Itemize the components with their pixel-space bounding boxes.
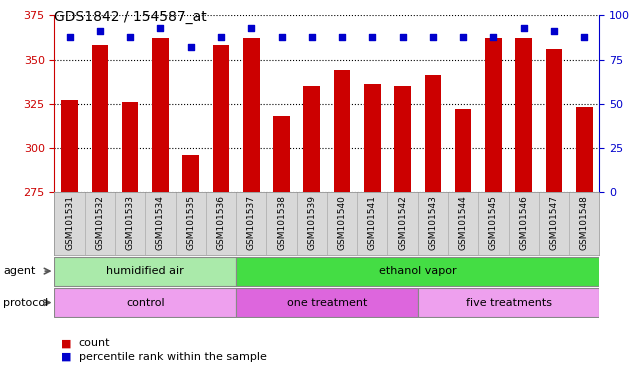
Bar	[54, 257, 236, 286]
Bar	[394, 86, 411, 192]
Point	[579, 33, 589, 40]
Text: ■: ■	[61, 352, 71, 362]
Text: GSM101533: GSM101533	[126, 195, 135, 250]
Text: GSM101537: GSM101537	[247, 195, 256, 250]
Text: humidified air: humidified air	[106, 266, 184, 276]
Text: GSM101542: GSM101542	[398, 195, 407, 250]
Point	[216, 33, 226, 40]
Text: protocol: protocol	[3, 298, 49, 308]
Point	[367, 33, 378, 40]
Text: GSM101536: GSM101536	[217, 195, 226, 250]
Bar	[62, 100, 78, 192]
Text: five treatments: five treatments	[465, 298, 551, 308]
Point	[276, 33, 287, 40]
Text: ■: ■	[61, 338, 71, 348]
Bar	[545, 49, 562, 192]
Point	[125, 33, 135, 40]
Point	[337, 33, 347, 40]
Text: ethanol vapor: ethanol vapor	[379, 266, 456, 276]
Text: percentile rank within the sample: percentile rank within the sample	[79, 352, 267, 362]
Point	[306, 33, 317, 40]
Bar	[424, 75, 441, 192]
Bar	[455, 109, 471, 192]
Bar	[485, 38, 502, 192]
Bar	[243, 38, 260, 192]
Point	[95, 28, 105, 34]
Text: GSM101534: GSM101534	[156, 195, 165, 250]
Text: GDS1842 / 154587_at: GDS1842 / 154587_at	[54, 10, 207, 23]
Point	[186, 44, 196, 50]
Point	[246, 25, 256, 31]
Bar	[213, 45, 229, 192]
Point	[458, 33, 469, 40]
Bar	[92, 45, 108, 192]
Text: GSM101535: GSM101535	[186, 195, 196, 250]
Bar	[418, 288, 599, 317]
Text: agent: agent	[3, 266, 36, 276]
Bar	[334, 70, 351, 192]
Text: GSM101532: GSM101532	[96, 195, 104, 250]
Point	[519, 25, 529, 31]
Text: GSM101538: GSM101538	[277, 195, 286, 250]
Bar	[236, 257, 599, 286]
Point	[397, 33, 408, 40]
Point	[155, 25, 165, 31]
Text: GSM101547: GSM101547	[549, 195, 558, 250]
Text: GSM101544: GSM101544	[458, 195, 468, 250]
Bar	[122, 102, 138, 192]
Bar	[515, 38, 532, 192]
Text: GSM101531: GSM101531	[65, 195, 74, 250]
Bar	[183, 155, 199, 192]
Text: count: count	[79, 338, 110, 348]
Point	[488, 33, 499, 40]
Point	[428, 33, 438, 40]
Text: GSM101548: GSM101548	[579, 195, 588, 250]
Bar	[303, 86, 320, 192]
Bar	[152, 38, 169, 192]
Bar	[54, 288, 236, 317]
Text: GSM101539: GSM101539	[307, 195, 316, 250]
Text: GSM101540: GSM101540	[338, 195, 347, 250]
Bar	[236, 288, 418, 317]
Text: GSM101541: GSM101541	[368, 195, 377, 250]
Text: GSM101543: GSM101543	[428, 195, 437, 250]
Text: GSM101545: GSM101545	[489, 195, 498, 250]
Text: one treatment: one treatment	[287, 298, 367, 308]
Bar	[576, 107, 592, 192]
Bar	[273, 116, 290, 192]
Text: GSM101546: GSM101546	[519, 195, 528, 250]
Point	[549, 28, 559, 34]
Point	[65, 33, 75, 40]
Bar	[364, 84, 381, 192]
Text: control: control	[126, 298, 165, 308]
